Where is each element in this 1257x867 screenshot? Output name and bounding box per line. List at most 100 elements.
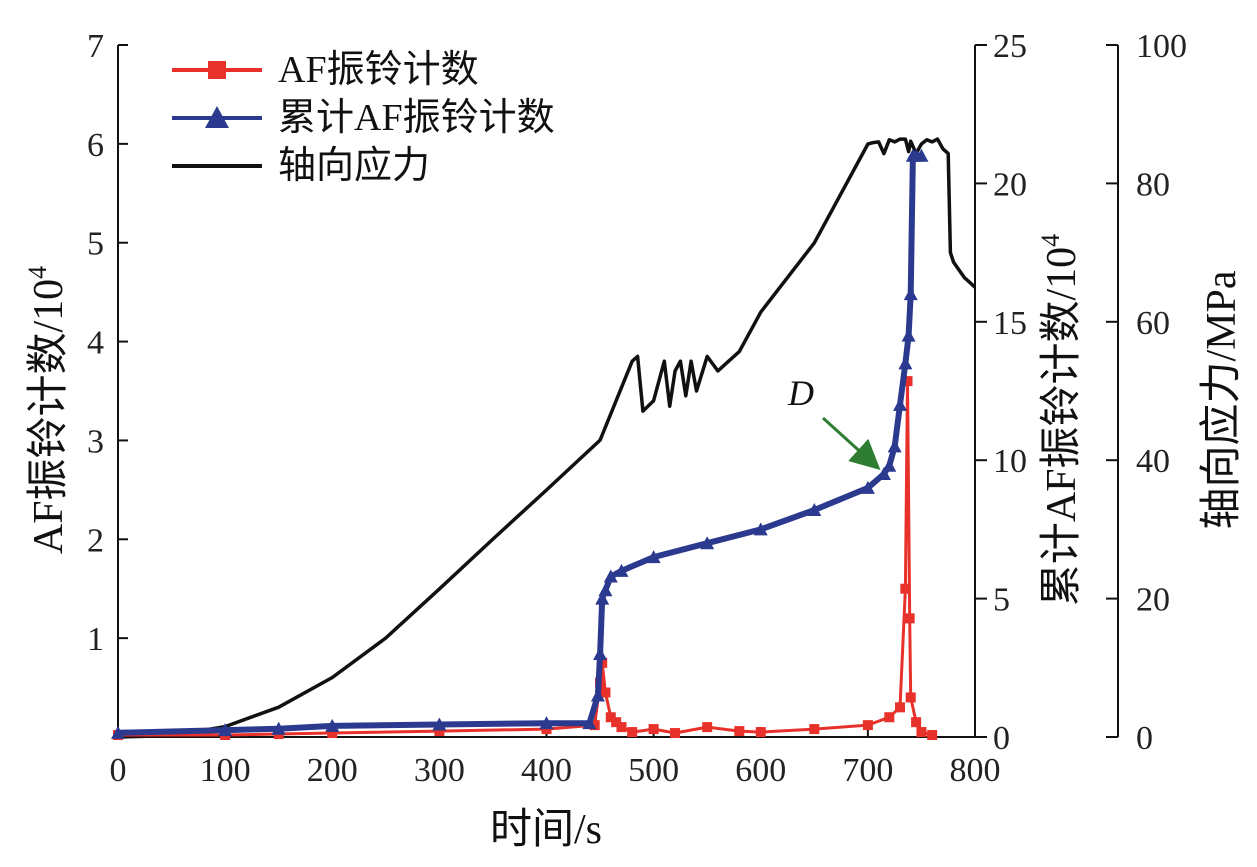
cumulative-af-count-point <box>893 397 908 411</box>
af-count-point <box>884 712 895 723</box>
cumulative-af-count-point <box>432 717 447 731</box>
af-count-point <box>327 728 338 739</box>
cumulative-af-count-point <box>603 569 618 583</box>
x-tick-label: 0 <box>110 752 127 789</box>
cumulative-af-count-point <box>700 536 715 550</box>
right2-y-tick-label: 20 <box>1136 582 1170 619</box>
x-tick-label: 700 <box>842 752 893 789</box>
af-count-point <box>648 724 659 735</box>
af-count-point <box>755 727 766 738</box>
left-y-tick-label: 7 <box>87 28 104 65</box>
right1-y-tick-label: 5 <box>993 582 1010 619</box>
af-count-point <box>904 613 915 624</box>
cumulative-af-count-point <box>614 563 629 577</box>
x-tick-label: 400 <box>521 752 572 789</box>
right2-y-tick-label: 60 <box>1136 305 1170 342</box>
cumulative-af-count-point <box>325 718 340 732</box>
legend: AF振铃计数 累计AF振铃计数 轴向应力 <box>172 49 555 187</box>
right2-y-tick-label: 40 <box>1136 443 1170 480</box>
af-count-point <box>734 726 745 737</box>
af-count-point <box>627 727 638 738</box>
af-count-point <box>611 717 622 728</box>
af-count-point <box>911 717 922 728</box>
cumulative-af-count-point <box>218 723 233 737</box>
cumulative-af-count-point <box>271 721 286 735</box>
cumulative-af-count-point <box>887 439 902 453</box>
cumulative-af-count-point <box>111 725 125 739</box>
series-line-af-count <box>118 379 933 737</box>
left-y-tick-label: 4 <box>87 325 104 362</box>
right1-y-axis-title-exp: 4 <box>1036 234 1065 247</box>
af-count-point <box>927 730 938 741</box>
legend-label-cum-count: 累计AF振铃计数 <box>278 97 555 139</box>
right1-y-tick-label: 25 <box>993 28 1027 65</box>
right2-y-axis-title: 轴向应力/MPa <box>1198 270 1245 529</box>
right1-y-tick-label: 10 <box>993 443 1027 480</box>
cumulative-af-count-point <box>903 287 918 301</box>
legend-marker-triangle <box>205 106 229 128</box>
af-count-point <box>862 720 873 731</box>
af-count-point <box>589 720 600 731</box>
cumulative-af-count-point <box>598 583 613 597</box>
series-layer <box>111 137 977 741</box>
cumulative-af-count-point <box>590 688 605 702</box>
af-count-point <box>670 728 681 739</box>
af-count-point <box>916 727 927 738</box>
legend-label-af-count: AF振铃计数 <box>278 49 479 91</box>
af-count-point <box>600 687 611 698</box>
x-tick-label: 300 <box>414 752 465 789</box>
annotation-d-arrow <box>821 416 881 471</box>
x-axis-title: 时间/s <box>490 807 602 853</box>
cumulative-af-count-point <box>901 328 916 342</box>
series-line-cumulative-af-count <box>117 152 922 736</box>
cumulative-af-count-point <box>582 716 597 730</box>
left-y-tick-label: 5 <box>87 226 104 263</box>
left-y-axis-title: AF振铃计数/104 <box>23 266 72 554</box>
cumulative-af-count-point <box>593 646 608 660</box>
af-count-point <box>434 726 445 737</box>
af-count-point <box>809 724 820 735</box>
left-y-axis-title-main: AF振铃计数/10 <box>26 279 72 554</box>
cumulative-af-count-point <box>914 148 929 162</box>
right2-y-tick-label: 80 <box>1136 166 1170 203</box>
right1-y-axis-title-main: 累计AF振铃计数/10 <box>1039 247 1085 606</box>
series-line-axial-stress <box>117 137 977 739</box>
af-count-point <box>605 712 616 723</box>
x-tick-label: 500 <box>628 752 679 789</box>
x-tick-label: 600 <box>735 752 786 789</box>
x-tick-label: 800 <box>950 752 1001 789</box>
left-y-axis-title-exp: 4 <box>23 266 52 279</box>
x-tick-label: 200 <box>307 752 358 789</box>
af-count-point <box>902 376 913 387</box>
cumulative-af-count-point <box>876 467 891 481</box>
left-y-tick-label: 1 <box>87 621 104 658</box>
af-count-point <box>895 702 906 713</box>
legend-label-stress: 轴向应力 <box>278 145 430 187</box>
ticks-layer: 0 100 200 300 400 500 600 700 800123456705101520… <box>87 28 1187 789</box>
left-y-tick-label: 6 <box>87 127 104 164</box>
cumulative-af-count-point <box>860 480 875 494</box>
right2-y-tick-label: 0 <box>1136 720 1153 757</box>
right1-y-tick-label: 15 <box>993 305 1027 342</box>
cumulative-af-count-point <box>882 458 897 472</box>
right1-y-tick-label: 20 <box>993 166 1027 203</box>
cumulative-af-count-point <box>807 503 822 517</box>
x-tick-label: 100 <box>200 752 251 789</box>
af-count-point <box>900 583 911 594</box>
annotation-d-label: D <box>787 373 814 413</box>
af-count-point <box>616 722 627 733</box>
right1-y-tick-label: 0 <box>993 720 1010 757</box>
cumulative-af-count-point <box>898 356 913 370</box>
af-count-point <box>702 722 713 733</box>
cumulative-af-count-point <box>646 550 661 564</box>
legend-marker-square <box>208 61 226 79</box>
left-y-tick-label: 3 <box>87 423 104 460</box>
af-count-point <box>905 692 916 703</box>
right1-y-axis-title: 累计AF振铃计数/104 <box>1036 234 1085 606</box>
cumulative-af-count-point <box>753 522 768 536</box>
cumulative-af-count-point <box>595 591 610 605</box>
right2-y-tick-label: 100 <box>1136 28 1187 65</box>
cumulative-af-count-point <box>539 716 554 730</box>
left-y-tick-label: 2 <box>87 522 104 559</box>
